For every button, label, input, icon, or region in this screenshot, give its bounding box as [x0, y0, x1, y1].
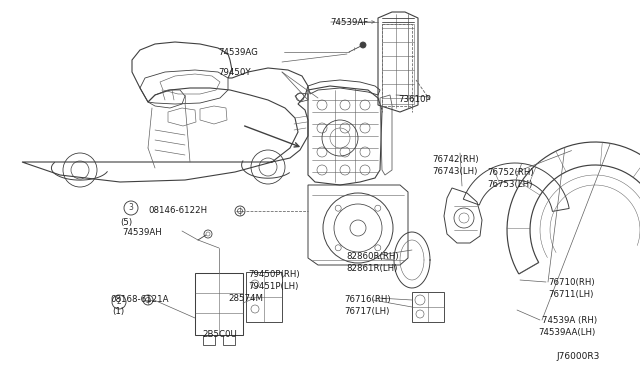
- Text: 74539AA(LH): 74539AA(LH): [538, 328, 595, 337]
- Text: 76742(RH): 76742(RH): [432, 155, 479, 164]
- Bar: [412, 292, 444, 322]
- Text: 74539AG: 74539AG: [218, 48, 258, 57]
- Text: (5): (5): [120, 218, 132, 227]
- Circle shape: [360, 42, 366, 48]
- Text: 82860R(RH): 82860R(RH): [346, 252, 399, 261]
- Text: 76752(RH): 76752(RH): [487, 168, 534, 177]
- Text: 76716(RH): 76716(RH): [344, 295, 390, 304]
- Text: 76743(LH): 76743(LH): [432, 167, 477, 176]
- Bar: [382, 24, 412, 106]
- Text: 74539AH: 74539AH: [122, 228, 162, 237]
- Bar: [382, 24, 414, 104]
- Text: 76711(LH): 76711(LH): [548, 290, 593, 299]
- Bar: [195, 273, 243, 335]
- Text: 2B5C0U: 2B5C0U: [202, 330, 237, 339]
- Text: 74539AF: 74539AF: [330, 18, 368, 27]
- Bar: [223, 335, 235, 345]
- Text: 76710(RH): 76710(RH): [548, 278, 595, 287]
- Text: 79450Y: 79450Y: [218, 68, 251, 77]
- Text: 73610P: 73610P: [398, 95, 431, 104]
- Text: 76753(LH): 76753(LH): [487, 180, 532, 189]
- Text: 74539A (RH): 74539A (RH): [542, 316, 597, 325]
- Text: 08146-6122H: 08146-6122H: [148, 206, 207, 215]
- Text: 79450P(RH): 79450P(RH): [248, 270, 300, 279]
- Text: 2: 2: [116, 298, 122, 307]
- Text: 08168-6121A: 08168-6121A: [110, 295, 168, 304]
- Text: 76717(LH): 76717(LH): [344, 307, 389, 316]
- Text: 3: 3: [129, 203, 133, 212]
- Text: J76000R3: J76000R3: [556, 352, 600, 361]
- Text: 79451P(LH): 79451P(LH): [248, 282, 298, 291]
- Text: 82861R(LH): 82861R(LH): [346, 264, 397, 273]
- Text: 28574M: 28574M: [228, 294, 263, 303]
- Text: (1): (1): [112, 307, 124, 316]
- Bar: [246, 272, 282, 322]
- Bar: [203, 335, 215, 345]
